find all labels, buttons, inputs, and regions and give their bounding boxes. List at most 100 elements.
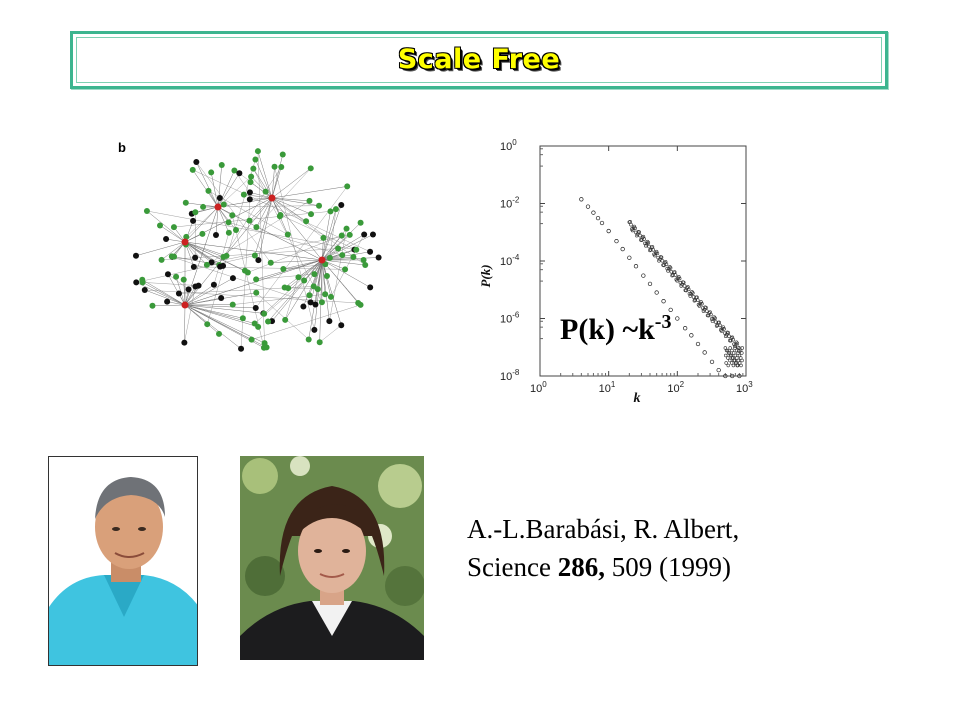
network-node <box>305 336 312 343</box>
data-point <box>647 281 653 287</box>
network-edge <box>184 241 224 267</box>
data-point-dense <box>704 305 708 310</box>
network-node <box>163 236 170 243</box>
network-node <box>357 301 364 308</box>
data-point-tail <box>737 346 741 350</box>
network-edge <box>310 259 323 303</box>
network-edge <box>271 197 312 215</box>
data-point <box>695 341 701 347</box>
data-point-tail <box>740 358 744 363</box>
data-point-tail <box>734 348 739 353</box>
network-node <box>175 290 182 297</box>
network-node <box>192 283 199 290</box>
data-point-dense <box>673 273 678 277</box>
power-law-formula: P(k) ~k-3 <box>560 312 671 347</box>
data-point <box>683 326 688 331</box>
data-point-dense <box>648 248 652 253</box>
data-point-dense <box>730 335 735 340</box>
data-point-dense <box>686 287 691 292</box>
network-edge <box>283 259 323 270</box>
data-point-dense <box>710 319 715 323</box>
network-edge <box>321 259 366 266</box>
network-edge <box>321 209 337 261</box>
network-edge <box>255 186 348 309</box>
citation-pages-year: 509 (1999) <box>604 552 731 582</box>
network-edge <box>184 304 259 328</box>
data-point-dense <box>665 266 670 271</box>
network-node <box>271 163 278 170</box>
network-edge <box>321 204 342 261</box>
network-edge <box>217 170 235 208</box>
network-node <box>250 165 257 172</box>
network-hub-node <box>268 194 276 202</box>
data-point-dense <box>727 334 731 339</box>
network-edge <box>217 173 240 208</box>
data-point-dense <box>660 258 665 263</box>
data-point-dense <box>644 243 648 248</box>
y-axis-label: P(k) <box>478 264 493 287</box>
network-node <box>199 230 206 237</box>
network-node <box>236 170 243 177</box>
data-point <box>579 197 584 202</box>
network-edge <box>249 192 273 199</box>
data-point-dense <box>704 309 709 313</box>
network-edge <box>321 259 361 306</box>
y-tick-label: 10-2 <box>500 196 520 211</box>
data-point-dense <box>721 325 726 329</box>
citation-authors: A.-L.Barabási, R. Albert, <box>467 514 740 544</box>
data-point-dense <box>637 230 642 234</box>
network-edge <box>184 304 252 340</box>
data-point <box>737 373 742 379</box>
network-node <box>241 267 248 274</box>
network-edge <box>253 168 273 199</box>
network-edge <box>256 292 309 340</box>
network-node <box>338 201 345 208</box>
network-edge <box>263 259 323 314</box>
network-edge <box>217 206 237 231</box>
x-tick-label: 101 <box>599 380 616 395</box>
network-edge <box>271 154 284 199</box>
data-point-dense <box>677 276 682 281</box>
network-edge <box>173 211 331 228</box>
data-point-tail <box>726 351 731 355</box>
network-edge <box>329 228 347 322</box>
data-point-tail <box>724 348 729 353</box>
data-point-dense <box>645 239 650 244</box>
data-point-dense <box>713 316 717 321</box>
formula-base: P(k) ~k <box>560 313 655 346</box>
network-edge <box>303 259 323 307</box>
data-point-tail <box>733 361 738 365</box>
network-node <box>208 169 215 176</box>
network-edge <box>142 282 186 306</box>
data-point-dense <box>697 304 702 308</box>
data-point-dense <box>700 301 704 306</box>
network-edge <box>285 277 299 320</box>
network-edge <box>274 166 315 330</box>
x-tick-label: 100 <box>530 380 547 395</box>
network-node <box>280 266 287 273</box>
network-edges <box>135 151 379 349</box>
network-node <box>335 245 342 252</box>
network-edge <box>184 241 212 263</box>
network-node <box>282 316 289 323</box>
network-node <box>281 284 288 291</box>
network-edge <box>210 172 219 208</box>
network-hub-node <box>214 203 222 211</box>
data-point-dense <box>688 294 693 298</box>
data-point <box>595 215 601 221</box>
data-point-dense <box>647 244 651 249</box>
data-point <box>709 359 715 365</box>
data-point-dense <box>709 312 713 317</box>
data-point-dense <box>735 341 740 346</box>
network-edge <box>329 209 337 258</box>
network-edge <box>144 289 186 306</box>
network-node <box>312 301 319 308</box>
network-edge <box>321 222 361 261</box>
data-point-dense <box>732 342 736 346</box>
network-node <box>229 275 236 282</box>
data-point-dense <box>695 298 700 303</box>
data-point-dense <box>692 298 697 303</box>
network-node <box>327 293 334 300</box>
network-graph <box>132 148 382 352</box>
network-node <box>251 320 258 327</box>
